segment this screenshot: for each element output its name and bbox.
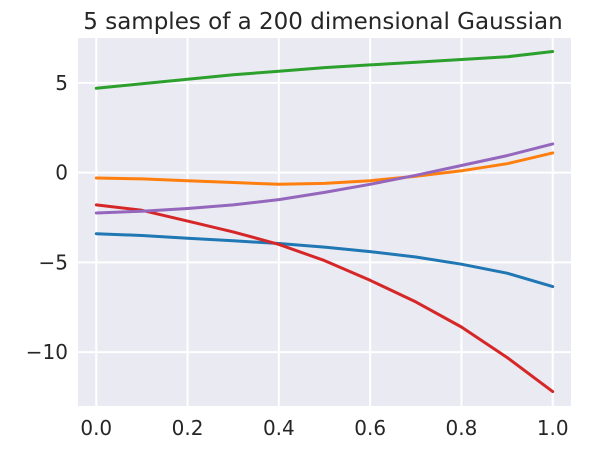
- x-tick-label: 0.4: [263, 416, 295, 440]
- x-tick-label: 0.0: [80, 416, 112, 440]
- chart-title: 5 samples of a 200 dimensional Gaussian: [83, 9, 562, 35]
- series-line-2: [94, 151, 555, 186]
- x-tick-label: 0.8: [446, 416, 478, 440]
- series-line-1: [94, 232, 555, 289]
- y-tick-label: −10: [26, 340, 68, 364]
- y-tick-label: 0: [55, 161, 68, 185]
- series-line-3: [94, 50, 555, 90]
- x-tick-label: 0.6: [354, 416, 386, 440]
- y-tick-label: −5: [39, 250, 68, 274]
- x-tick-label: 1.0: [537, 416, 569, 440]
- y-tick-label: 5: [55, 71, 68, 95]
- series-line-5: [94, 142, 555, 215]
- x-tick-label: 0.2: [172, 416, 204, 440]
- series-line-4: [94, 203, 555, 394]
